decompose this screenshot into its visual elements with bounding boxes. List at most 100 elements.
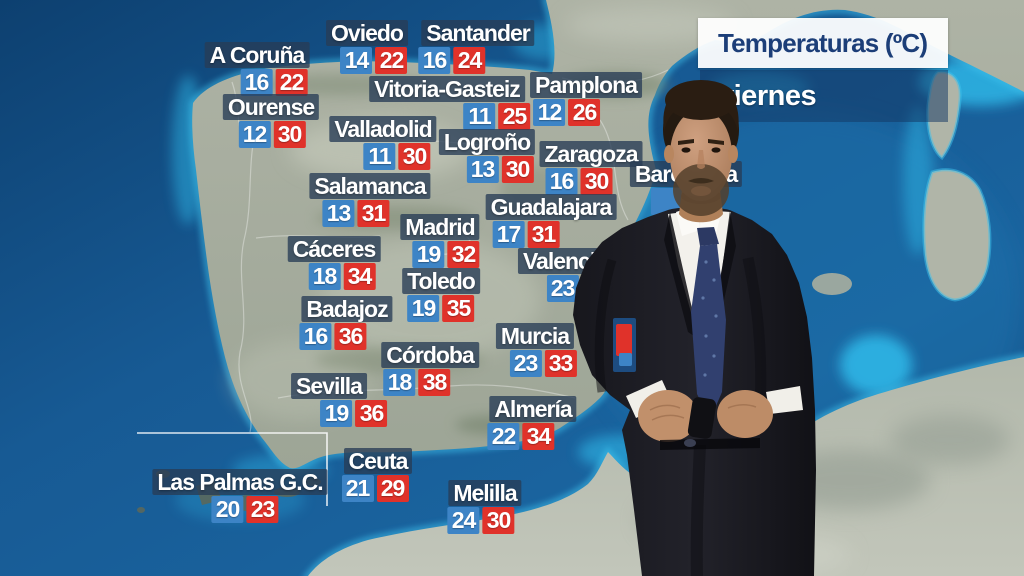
temperature-row: 22 34 [486,423,556,450]
city-name: Logroño [438,129,536,155]
temperature-row: 24 30 [446,507,516,534]
city-label-salamanca: Salamanca 13 31 [309,173,431,227]
city-label-almeria: Almería 22 34 [486,396,577,450]
min-temperature: 14 [340,47,373,74]
temperature-row: 19 36 [319,400,389,427]
max-temperature: 29 [376,475,409,502]
city-label-guadalajara: Guadalajara 17 31 [485,194,617,248]
min-temperature: 22 [487,423,520,450]
city-name: Murcia [495,323,575,349]
city-name: Pamplona [530,72,642,98]
presenter-suit [573,207,816,576]
city-name: Almería [489,396,577,422]
temperature-row: 14 22 [339,47,409,74]
city-name: Las Palmas G.C. [152,469,328,495]
city-label-murcia: Murcia 23 33 [495,323,577,377]
max-temperature: 36 [355,400,388,427]
island-mallorca-fragment [812,273,852,295]
temperature-row: 16 22 [239,69,309,96]
max-temperature: 33 [544,350,577,377]
temperature-row: 11 25 [462,103,532,130]
max-temperature: 34 [343,263,376,290]
belt-buckle [684,439,696,447]
city-label-las-palmas-gc: Las Palmas G.C. 20 23 [152,469,328,523]
temperature-row: 11 30 [362,143,432,170]
min-temperature: 24 [447,507,480,534]
city-label-santander: Santander 16 24 [418,20,535,74]
city-name: Santander [421,20,535,46]
temperature-row: 12 30 [237,121,307,148]
city-name: Ourense [222,94,320,120]
occluded-label-fragment-red [616,324,632,356]
city-label-ourense: Ourense 12 30 [222,94,320,148]
max-temperature: 26 [568,99,601,126]
temperature-row: 18 34 [307,263,377,290]
header-title-box: Temperaturas (ºC) [698,18,948,68]
min-temperature: 18 [383,369,416,396]
presenter-ear-right [728,145,738,163]
city-name: Córdoba [381,342,479,368]
min-temperature: 21 [341,475,374,502]
city-name: Badajoz [301,296,393,322]
temperature-row: 17 31 [491,221,561,248]
temperature-row: 13 31 [321,200,391,227]
city-name: Cáceres [287,236,381,262]
temperature-row: 16 30 [544,168,614,195]
min-temperature: 23 [546,275,579,302]
city-label-vitoria-gasteiz: Vitoria-Gasteiz 11 25 [369,76,531,130]
lapel-left [664,212,700,340]
min-temperature: 16 [418,47,451,74]
max-temperature: 30 [273,121,306,148]
city-name: Oviedo [326,20,408,46]
min-temperature: 16 [240,69,273,96]
max-temperature: 30 [501,156,534,183]
min-temperature: 11 [463,103,496,130]
max-temperature: 22 [375,47,408,74]
belt [660,438,760,450]
min-temperature: 19 [320,400,353,427]
city-name: Melilla [448,480,522,506]
min-temperature: 19 [407,295,440,322]
max-temperature: 31 [357,200,390,227]
max-temperature: 24 [453,47,486,74]
mouth-area [691,186,711,196]
min-temperature: 18 [308,263,341,290]
city-label-cordoba: Córdoba 18 38 [381,342,479,396]
city-name: Guadalajara [485,194,617,220]
presenter-mustache [688,178,714,184]
max-temperature: 30 [580,168,613,195]
city-label-melilla: Melilla 24 30 [446,480,522,534]
min-temperature: 12 [533,99,566,126]
min-temperature: 13 [322,200,355,227]
city-label-valladolid: Valladolid 11 30 [329,116,437,170]
city-name: Salamanca [309,173,431,199]
min-temperature: 23 [509,350,542,377]
max-temperature: 22 [275,69,308,96]
temperature-row: 19 32 [411,241,481,268]
city-label-toledo: Toledo 19 35 [402,268,480,322]
islands-corsica-sardinia [812,70,992,302]
city-label-logrono: Logroño 13 30 [438,129,536,183]
max-temperature: 23 [246,496,279,523]
city-name: Zaragoza [539,141,643,167]
temperature-row: 19 35 [406,295,476,322]
max-temperature: 34 [522,423,555,450]
max-temperature: 30 [482,507,515,534]
city-name: Toledo [402,268,480,294]
min-temperature: 16 [545,168,578,195]
temperature-row: 16 36 [298,323,368,350]
max-temperature: 30 [398,143,431,170]
min-temperature: 16 [299,323,332,350]
city-label-zaragoza: Zaragoza 16 30 [539,141,643,195]
temperature-row: 21 29 [340,475,410,502]
max-temperature: 32 [447,241,480,268]
max-temperature: 25 [498,103,531,130]
presenter-nose [697,150,705,169]
city-label-sevilla: Sevilla 19 36 [291,373,388,427]
shirt-cuff-right [766,386,803,414]
city-label-pamplona: Pamplona 12 26 [530,72,642,126]
presenter-tie-knot [697,227,719,246]
presenter-ear-left [664,145,674,163]
